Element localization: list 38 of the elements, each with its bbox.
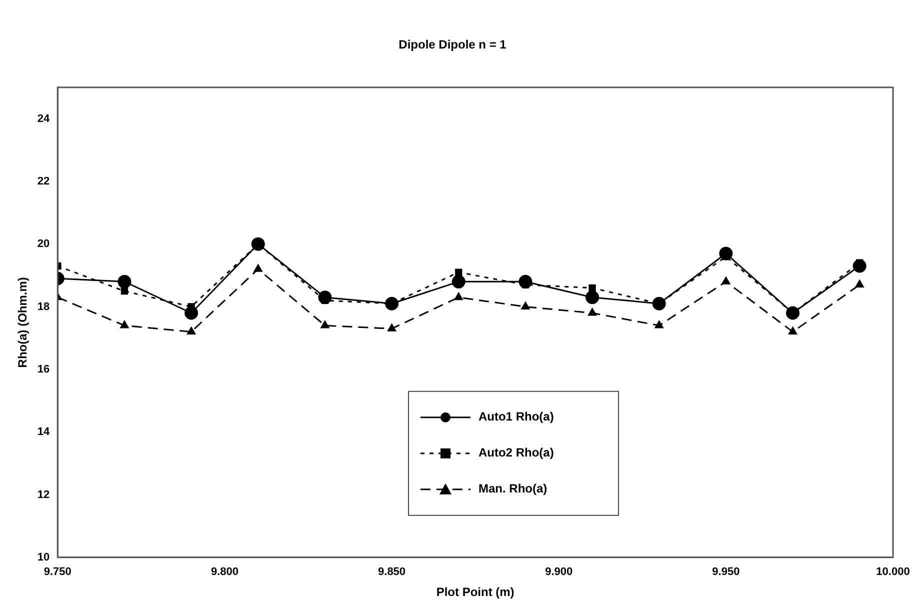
point — [454, 292, 463, 300]
point — [588, 284, 596, 292]
y-axis-title: Rho(a) (Ohm.m) — [16, 277, 30, 368]
chart-title: Dipole Dipole n = 1 — [398, 38, 507, 52]
point — [388, 324, 396, 332]
point — [855, 280, 864, 288]
x-tick-label: 9.850 — [378, 566, 406, 578]
y-tick-label: 22 — [37, 175, 50, 188]
point — [120, 320, 129, 328]
y-tick-label: 12 — [37, 488, 50, 501]
y-tick-label: 10 — [37, 551, 50, 564]
x-axis-title: Plot Point (m) — [436, 585, 514, 600]
point — [320, 320, 330, 328]
x-tick-label: 9.800 — [210, 566, 238, 578]
point — [654, 320, 664, 328]
point — [118, 274, 132, 288]
y-tick-label: 14 — [37, 426, 51, 438]
x-tick-label: 9.950 — [712, 566, 740, 578]
point — [588, 308, 596, 316]
x-tick-label: 10.000 — [876, 566, 910, 578]
point — [452, 274, 466, 288]
y-tick-label: 18 — [37, 300, 50, 313]
point — [722, 276, 730, 284]
legend-label: Auto2 Rho(a) — [478, 446, 554, 460]
point — [586, 290, 600, 304]
point — [120, 287, 128, 295]
x-tick-label: 9.900 — [545, 566, 573, 578]
legend-label: Man. Rho(a) — [478, 482, 548, 496]
y-tick-label: 16 — [37, 363, 50, 376]
legend-label: Auto1 Rho(a) — [478, 410, 554, 424]
point — [521, 302, 530, 310]
y-tick-label: 24 — [37, 112, 51, 125]
y-tick-label: 20 — [37, 238, 50, 250]
point — [187, 327, 196, 335]
point — [254, 264, 262, 272]
x-tick-label: 9.750 — [44, 566, 72, 578]
point — [455, 268, 462, 276]
point — [788, 327, 797, 335]
